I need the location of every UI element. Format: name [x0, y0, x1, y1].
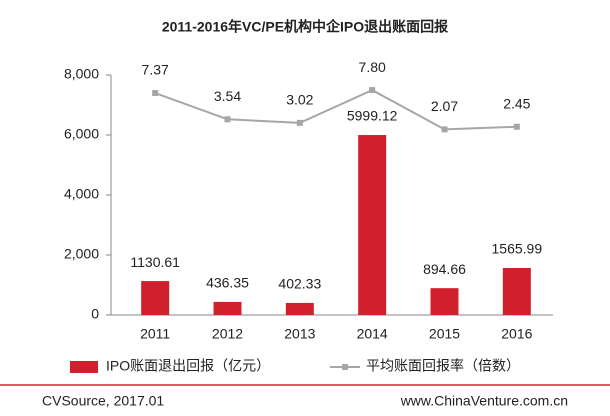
- bar: [502, 268, 531, 315]
- line-value-label: 2.07: [431, 98, 458, 114]
- y-tick-label: 2,000: [64, 246, 99, 262]
- bar-value-label: 402.33: [278, 276, 321, 292]
- line-marker: [152, 90, 159, 97]
- y-tick-label: 8,000: [64, 66, 99, 82]
- y-tick-label: 6,000: [64, 126, 99, 142]
- bar: [430, 288, 459, 315]
- line-marker: [369, 87, 376, 94]
- x-tick-label: 2013: [284, 326, 315, 342]
- bar: [141, 281, 170, 315]
- y-tick-label: 0: [91, 306, 99, 322]
- legend-label: IPO账面退出回报（亿元）: [106, 358, 270, 374]
- line-marker: [513, 123, 520, 130]
- bar: [358, 135, 387, 315]
- line-value-label: 7.37: [142, 62, 169, 78]
- bar-value-label: 5999.12: [347, 108, 398, 124]
- bar: [213, 301, 242, 315]
- x-tick-label: 2012: [212, 326, 243, 342]
- y-tick-label: 4,000: [64, 186, 99, 202]
- line-marker: [296, 119, 303, 126]
- line-marker: [224, 116, 231, 123]
- bar-value-label: 436.35: [206, 275, 249, 291]
- x-tick-label: 2016: [501, 326, 532, 342]
- line-value-label: 2.45: [503, 95, 530, 111]
- x-tick-label: 2011: [140, 326, 170, 342]
- bar-value-label: 894.66: [423, 261, 466, 277]
- x-tick-label: 2015: [429, 326, 460, 342]
- bar: [285, 302, 314, 315]
- legend-label: 平均账面回报率（倍数）: [366, 358, 520, 374]
- footer-website: www.ChinaVenture.com.cn: [400, 393, 568, 409]
- legend-swatch: [70, 361, 98, 373]
- bar-value-label: 1565.99: [492, 241, 543, 257]
- line-value-label: 3.02: [286, 92, 313, 108]
- bar-value-label: 1130.61: [130, 254, 180, 270]
- legend-marker: [342, 364, 348, 370]
- x-tick-label: 2014: [357, 326, 388, 342]
- line: [154, 88, 517, 131]
- line-value-label: 3.54: [214, 88, 241, 104]
- chart-title: 2011-2016年VC/PE机构中企IPO退出账面回报: [162, 19, 448, 35]
- line-marker: [441, 126, 448, 133]
- footer-source: CVSource, 2017.01: [42, 393, 164, 409]
- line-value-label: 7.80: [359, 59, 386, 75]
